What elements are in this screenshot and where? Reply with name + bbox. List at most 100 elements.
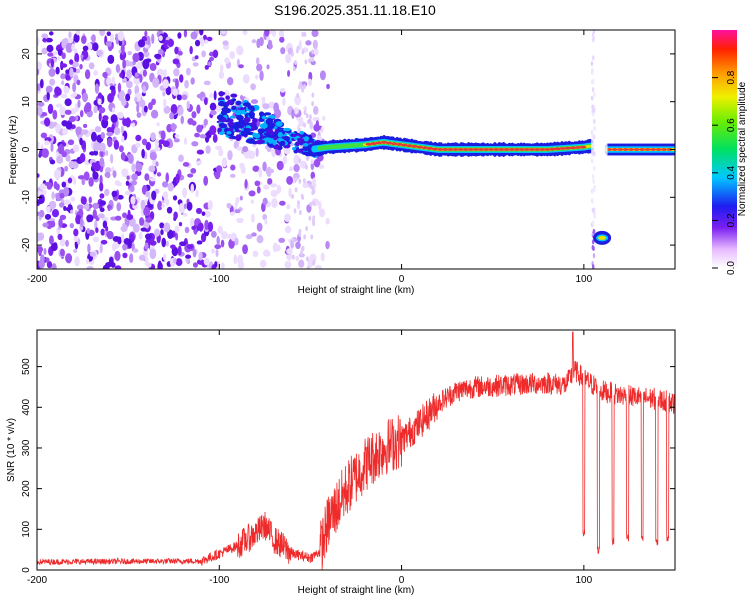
noise-speckle	[90, 131, 97, 142]
noise-speckle	[275, 244, 281, 252]
noise-speckle	[100, 239, 108, 245]
noise-speckle	[145, 191, 151, 198]
noise-speckle	[176, 94, 183, 101]
noise-speckle	[310, 161, 315, 171]
noise-speckle	[114, 215, 122, 221]
noise-speckle	[271, 30, 276, 37]
ridge-peak	[442, 148, 449, 151]
cloud-blob	[217, 101, 226, 107]
noise-speckle	[165, 240, 169, 247]
noise-speckle	[98, 111, 102, 122]
noise-speckle	[204, 210, 211, 218]
noise-speckle	[322, 116, 326, 121]
noise-speckle	[308, 58, 312, 64]
noise-speckle	[298, 158, 302, 164]
ridge-peak	[554, 147, 561, 151]
noise-speckle	[132, 52, 140, 63]
noise-speckle	[139, 217, 145, 226]
noise-speckle	[215, 104, 222, 112]
noise-speckle	[51, 208, 60, 218]
noise-speckle	[264, 218, 268, 225]
noise-speckle	[56, 155, 64, 164]
noise-speckle	[37, 106, 43, 116]
noise-speckle	[97, 98, 102, 105]
noise-speckle	[154, 228, 161, 237]
noise-speckle	[96, 49, 103, 57]
noise-speckle	[60, 248, 65, 257]
noise-speckle	[49, 235, 54, 245]
noise-speckle	[184, 226, 190, 234]
noise-speckle	[199, 30, 204, 36]
ridge-peak	[477, 148, 485, 151]
noise-speckle	[190, 77, 195, 85]
noise-speckle	[70, 108, 76, 115]
noise-speckle	[79, 152, 86, 163]
noise-speckle	[145, 217, 153, 223]
noise-speckle	[236, 45, 244, 56]
noise-speckle	[50, 242, 58, 252]
noise-speckle	[61, 52, 66, 60]
noise-speckle	[235, 197, 240, 203]
noise-speckle	[157, 200, 162, 208]
noise-speckle	[50, 220, 56, 228]
noise-speckle	[45, 85, 53, 93]
noise-speckle	[310, 60, 316, 66]
noise-speckle	[183, 137, 188, 145]
noise-speckle	[99, 30, 106, 37]
spectrogram-content	[37, 30, 675, 269]
spectrogram-x-axis-label: Height of straight line (km)	[298, 285, 415, 296]
noise-speckle	[238, 64, 244, 69]
noise-speckle	[192, 262, 199, 268]
noise-speckle	[177, 32, 182, 39]
noise-speckle	[149, 152, 157, 161]
noise-speckle	[126, 213, 134, 221]
noise-speckle	[144, 242, 149, 250]
noise-speckle	[175, 78, 179, 89]
noise-speckle	[73, 248, 78, 254]
noise-speckle	[45, 257, 50, 263]
cloud-blob	[221, 123, 228, 129]
y-tick-label: 200	[21, 480, 32, 497]
x-tick-label: 0	[399, 274, 405, 285]
noise-speckle	[311, 56, 314, 62]
noise-speckle	[44, 181, 52, 187]
noise-speckle	[222, 40, 229, 46]
cloud-blob	[223, 107, 232, 114]
y-tick-label: 500	[21, 358, 32, 375]
cloud-blob	[296, 149, 304, 153]
noise-speckle	[69, 67, 74, 78]
noise-speckle	[74, 52, 80, 64]
noise-speckle	[186, 201, 193, 211]
ridge-peak	[533, 148, 541, 151]
ridge-peak	[385, 141, 393, 145]
noise-speckle	[65, 154, 71, 162]
gap-mask	[603, 30, 608, 228]
noise-speckle	[143, 206, 151, 217]
noise-speckle	[156, 122, 160, 127]
noise-speckle	[102, 264, 110, 269]
noise-speckle	[173, 138, 180, 143]
ridge-peak	[559, 147, 566, 150]
isolated-feature-core	[598, 235, 607, 240]
noise-speckle	[126, 175, 130, 180]
noise-speckle	[63, 206, 67, 211]
cloud-blob	[265, 117, 274, 124]
ridge-peak	[462, 148, 469, 151]
noise-speckle	[304, 59, 308, 65]
noise-speckle	[151, 190, 157, 201]
noise-speckle	[93, 141, 101, 152]
noise-speckle	[216, 235, 220, 246]
noise-speckle	[99, 243, 103, 254]
gap-mask	[591, 30, 599, 228]
cloud-blob	[277, 131, 283, 138]
noise-speckle	[149, 62, 157, 72]
noise-speckle	[38, 249, 42, 257]
noise-speckle	[60, 93, 68, 99]
noise-speckle	[79, 137, 83, 146]
noise-speckle	[259, 36, 264, 47]
noise-speckle	[125, 93, 131, 102]
x-tick-label: -100	[209, 274, 229, 285]
noise-speckle	[229, 51, 236, 60]
noise-speckle	[57, 49, 63, 56]
